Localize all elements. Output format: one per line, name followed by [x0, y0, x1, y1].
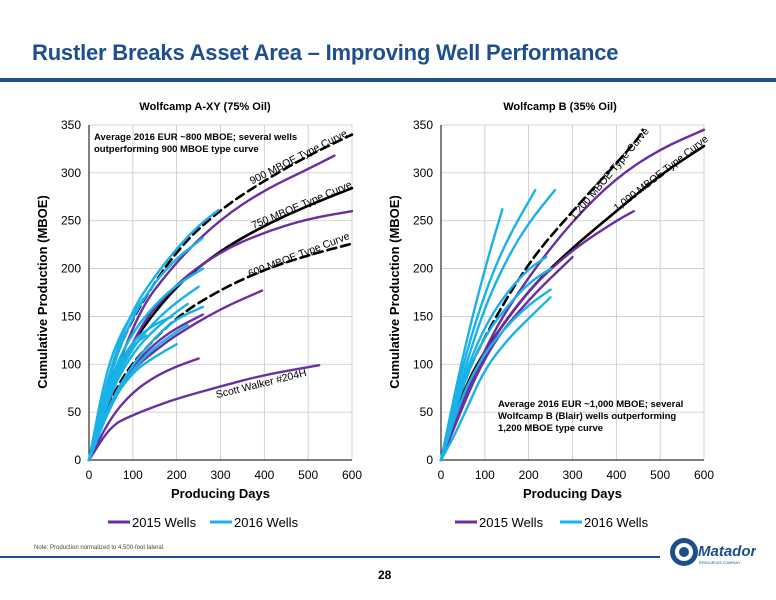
y-tick-label: 350	[61, 118, 81, 132]
well-2015-line	[87, 357, 200, 462]
legend-label: 2016 Wells	[234, 515, 299, 530]
logo-tagline: RESOURCES COMPANY	[699, 561, 741, 565]
y-tick-label: 200	[413, 262, 433, 276]
x-axis-label: Producing Days	[171, 486, 270, 501]
logo-wheel-icon	[670, 538, 698, 566]
y-tick-label: 350	[413, 118, 433, 132]
x-tick-label: 600	[694, 468, 714, 482]
y-tick-label: 150	[61, 309, 81, 323]
footnote: Note: Production normalized to 4,500-foo…	[34, 545, 165, 551]
charts-canvas: 0 100 200 300 400 500 600050100150200250300350…	[35, 101, 714, 530]
well-2016-line	[87, 334, 148, 462]
y-tick-label: 50	[420, 405, 434, 419]
logo-text: Matador	[698, 543, 756, 560]
chart-panel-1: 0 100 200 300 400 500 600 0 50 100 150 200 250 300 350…	[35, 101, 362, 530]
bottom-rule	[0, 556, 660, 558]
well-2016-line	[87, 342, 178, 462]
y-tick-label: 250	[413, 214, 433, 228]
y-tick-label: 200	[61, 262, 81, 276]
well-2016-line	[439, 288, 552, 462]
matador-logo: Matador RESOURCES COMPANY	[670, 538, 756, 566]
y-tick-label: 300	[61, 166, 81, 180]
slide-title: Rustler Breaks Asset Area – Improving We…	[32, 40, 619, 65]
page-number: 28	[378, 568, 392, 582]
annotation-note-line: outperforming 900 MBOE type curve	[94, 144, 259, 155]
x-tick-label: 0	[86, 468, 93, 482]
well-2016-line	[439, 267, 552, 462]
x-axis-label: Producing Days	[523, 486, 622, 501]
legend-label: 2015 Wells	[132, 515, 197, 530]
x-tick-label: 600	[342, 468, 362, 482]
y-tick-label: 50	[68, 405, 82, 419]
y-tick-label: 250	[61, 214, 81, 228]
annotation-note: Average 2016 EUR ~1,000 MBOE; several Wol…	[498, 399, 683, 434]
y-tick-label: 0	[74, 453, 81, 467]
annotation-tc750: 750 MBOE Type Curve	[250, 179, 354, 232]
x-tick-label: 300	[210, 468, 230, 482]
x-tick-label: 500	[650, 468, 670, 482]
y-axis-label: Cumulative Production (MBOE)	[35, 195, 50, 389]
well-2016-line	[87, 297, 145, 462]
annotation-note-line: Average 2016 EUR ~800 MBOE; several well…	[94, 132, 297, 143]
chart-panel-2: 0 100 200 300 400 500 600 0 50 100 150 200 250 300 350…	[387, 101, 714, 530]
annotation-tc1200: 1,200 MBOE Type Curve	[568, 125, 652, 222]
x-tick-label: 400	[606, 468, 626, 482]
x-tick-label: 100	[123, 468, 143, 482]
y-axis-label: Cumulative Production (MBOE)	[387, 195, 402, 389]
y-tick-label: 0	[426, 453, 433, 467]
title-rule	[0, 78, 776, 82]
x-tick-label: 100	[475, 468, 495, 482]
annotation-note-line: Average 2016 EUR ~1,000 MBOE; several	[498, 399, 683, 410]
x-tick-label: 300	[562, 468, 582, 482]
y-tick-label: 300	[413, 166, 433, 180]
annotation-note-line: 1,200 MBOE type curve	[498, 423, 603, 434]
annotation-tc600: 600 MBOE Type Curve	[246, 230, 351, 280]
well-2015-line	[87, 364, 321, 462]
x-tick-label: 200	[519, 468, 539, 482]
legend-label: 2015 Wells	[479, 515, 544, 530]
y-tick-label: 100	[413, 357, 433, 371]
y-tick-label: 100	[61, 357, 81, 371]
legend-label: 2016 Wells	[584, 515, 649, 530]
annotation-note-line: Wolfcamp B (Blair) wells outperforming	[498, 411, 676, 422]
chart-title: Wolfcamp B (35% Oil)	[503, 101, 617, 113]
well-2016-line	[439, 296, 552, 462]
annotation-note: Average 2016 EUR ~800 MBOE; several well…	[94, 132, 297, 155]
x-tick-label: 200	[167, 468, 187, 482]
chart-title: Wolfcamp A-XY (75% Oil)	[139, 101, 271, 113]
x-tick-label: 0	[438, 468, 445, 482]
y-tick-label: 150	[413, 309, 433, 323]
x-tick-label: 500	[298, 468, 318, 482]
x-tick-label: 400	[254, 468, 274, 482]
